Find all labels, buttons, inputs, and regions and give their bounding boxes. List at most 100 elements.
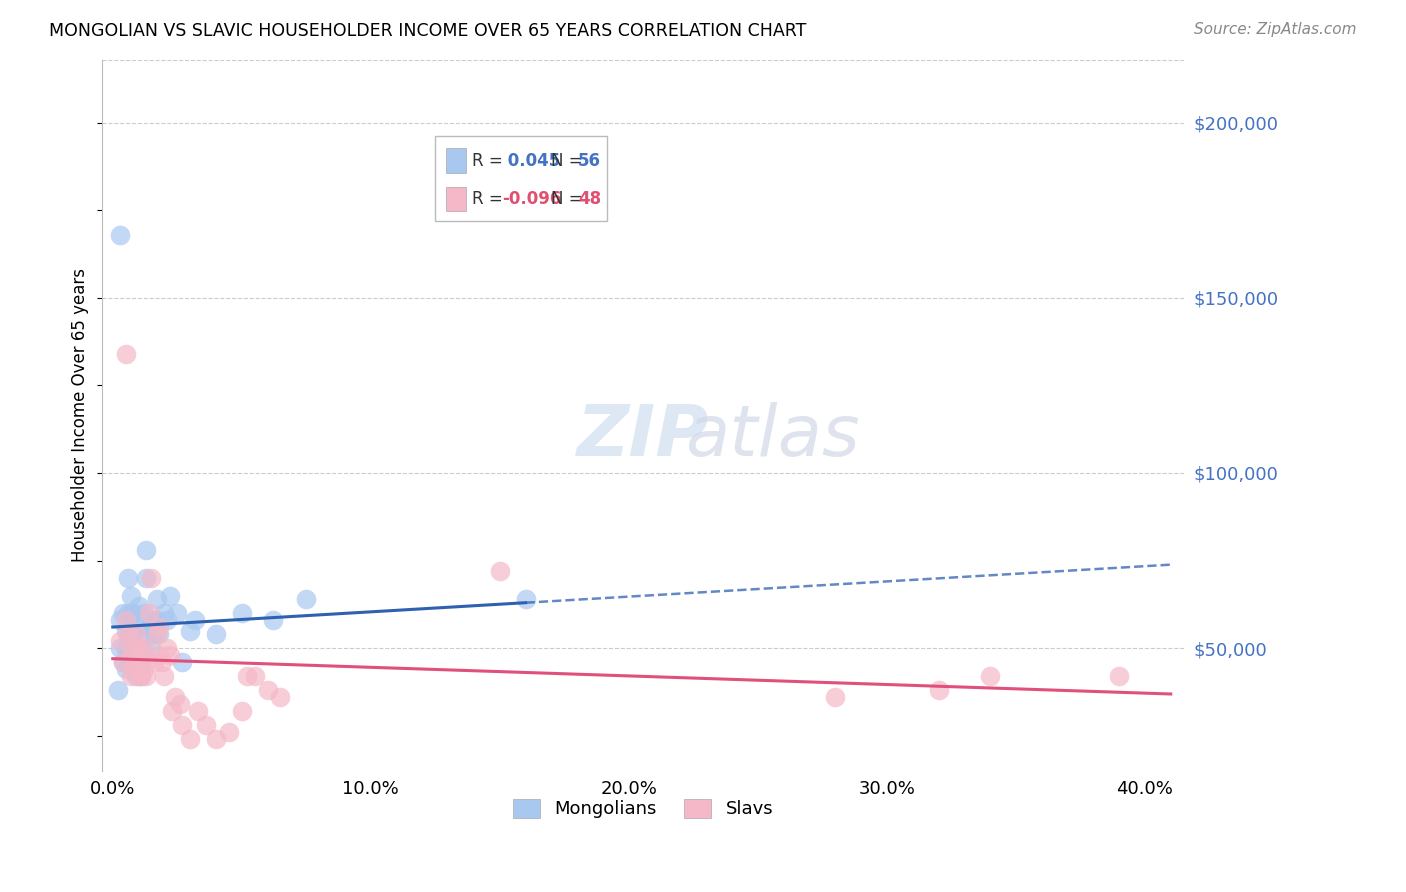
Point bbox=[143, 627, 166, 641]
Point bbox=[243, 669, 266, 683]
Point bbox=[824, 690, 846, 705]
Point bbox=[128, 641, 150, 656]
Point bbox=[132, 606, 155, 620]
Point bbox=[489, 564, 512, 578]
Text: MONGOLIAN VS SLAVIC HOUSEHOLDER INCOME OVER 65 YEARS CORRELATION CHART: MONGOLIAN VS SLAVIC HOUSEHOLDER INCOME O… bbox=[49, 22, 807, 40]
Point bbox=[138, 606, 160, 620]
Point bbox=[122, 627, 145, 641]
Point bbox=[117, 606, 139, 620]
Point bbox=[145, 627, 167, 641]
Text: R =: R = bbox=[472, 152, 508, 169]
Point bbox=[159, 589, 181, 603]
Point bbox=[114, 662, 136, 676]
Point bbox=[143, 655, 166, 669]
Point bbox=[129, 669, 152, 683]
Point bbox=[156, 613, 179, 627]
Point bbox=[128, 599, 150, 613]
Point bbox=[110, 613, 132, 627]
Text: 48: 48 bbox=[578, 190, 602, 208]
Point bbox=[112, 655, 135, 669]
Point bbox=[194, 718, 217, 732]
Point bbox=[145, 592, 167, 607]
Point bbox=[114, 624, 136, 638]
Point bbox=[928, 683, 950, 698]
Point bbox=[107, 683, 129, 698]
Point bbox=[110, 227, 132, 242]
Legend: Mongolians, Slavs: Mongolians, Slavs bbox=[506, 792, 780, 826]
Point bbox=[117, 648, 139, 662]
Point bbox=[129, 641, 152, 656]
Point bbox=[163, 690, 186, 705]
Point bbox=[135, 571, 157, 585]
Point bbox=[120, 589, 142, 603]
Point bbox=[141, 571, 163, 585]
Point bbox=[145, 613, 167, 627]
Y-axis label: Householder Income Over 65 years: Householder Income Over 65 years bbox=[72, 268, 89, 562]
Point bbox=[132, 662, 155, 676]
Point bbox=[132, 627, 155, 641]
Point bbox=[128, 620, 150, 634]
Point bbox=[110, 641, 132, 656]
Point bbox=[159, 648, 181, 662]
Point bbox=[515, 592, 537, 607]
Point bbox=[231, 704, 253, 718]
Point bbox=[125, 655, 148, 669]
Point bbox=[120, 648, 142, 662]
FancyBboxPatch shape bbox=[446, 187, 465, 211]
Point bbox=[179, 732, 201, 747]
Text: ZIP: ZIP bbox=[576, 402, 709, 471]
Point bbox=[122, 606, 145, 620]
Text: 0.045: 0.045 bbox=[502, 152, 561, 169]
Point bbox=[125, 655, 148, 669]
Point bbox=[132, 641, 155, 656]
Point bbox=[125, 641, 148, 656]
Point bbox=[128, 641, 150, 656]
Point bbox=[128, 655, 150, 669]
Text: -0.096: -0.096 bbox=[502, 190, 562, 208]
Point bbox=[114, 613, 136, 627]
Point bbox=[120, 620, 142, 634]
Point bbox=[117, 571, 139, 585]
Text: R =: R = bbox=[472, 190, 508, 208]
Point bbox=[120, 655, 142, 669]
Point bbox=[153, 606, 176, 620]
Point bbox=[117, 627, 139, 641]
Text: 56: 56 bbox=[578, 152, 602, 169]
Point bbox=[172, 655, 194, 669]
Point bbox=[129, 669, 152, 683]
Point bbox=[184, 613, 207, 627]
Point bbox=[112, 655, 135, 669]
Point bbox=[179, 624, 201, 638]
Point bbox=[129, 655, 152, 669]
Text: N =: N = bbox=[551, 152, 588, 169]
Point bbox=[156, 641, 179, 656]
Text: N =: N = bbox=[551, 190, 588, 208]
Text: Source: ZipAtlas.com: Source: ZipAtlas.com bbox=[1194, 22, 1357, 37]
Point bbox=[150, 655, 173, 669]
FancyBboxPatch shape bbox=[436, 136, 607, 221]
Point bbox=[117, 627, 139, 641]
Point bbox=[979, 669, 1001, 683]
Point bbox=[148, 620, 170, 634]
Point bbox=[128, 662, 150, 676]
Point bbox=[125, 627, 148, 641]
Point bbox=[187, 704, 209, 718]
Point bbox=[236, 669, 259, 683]
Point bbox=[205, 732, 228, 747]
Point bbox=[295, 592, 318, 607]
Point bbox=[256, 683, 278, 698]
Point bbox=[135, 669, 157, 683]
Point bbox=[141, 613, 163, 627]
Point bbox=[138, 620, 160, 634]
Point bbox=[172, 718, 194, 732]
Point bbox=[148, 627, 170, 641]
Point bbox=[125, 669, 148, 683]
Point bbox=[153, 669, 176, 683]
Point bbox=[120, 606, 142, 620]
Point bbox=[205, 627, 228, 641]
Point bbox=[122, 641, 145, 656]
Point bbox=[112, 606, 135, 620]
Point bbox=[122, 662, 145, 676]
Point bbox=[128, 669, 150, 683]
Point bbox=[262, 613, 284, 627]
